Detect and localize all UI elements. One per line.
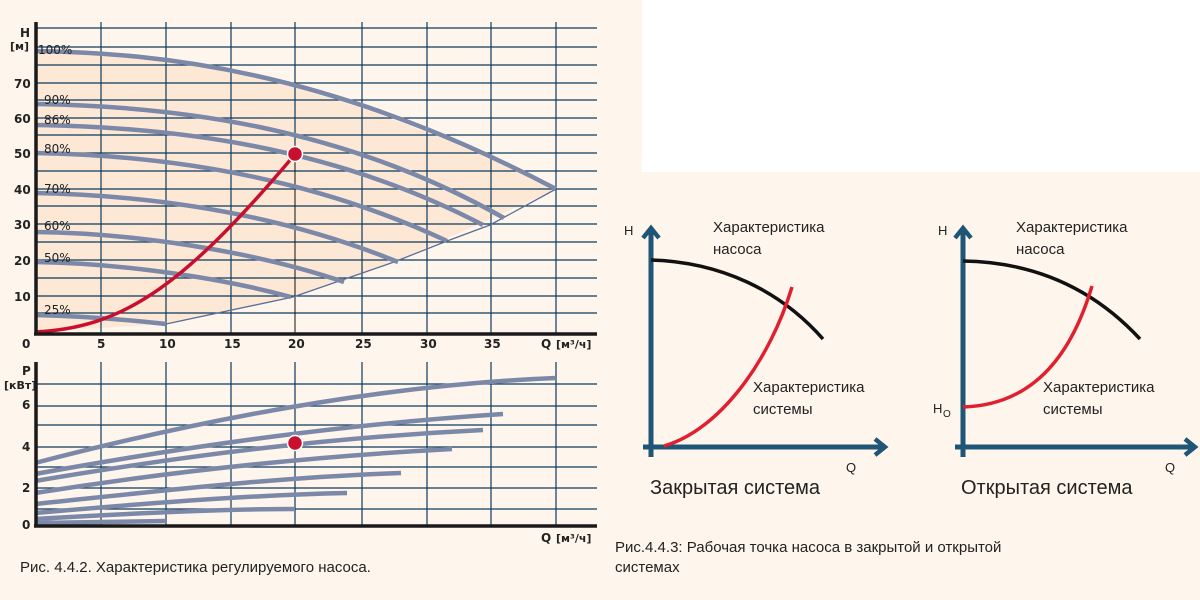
power-curves [34, 375, 557, 526]
y-tick: 50 [14, 147, 31, 161]
open-h0-subscript: O [943, 409, 951, 420]
open-system-label: системы [1043, 401, 1103, 418]
y-tick: 70 [14, 77, 31, 91]
y-tick: 2 [22, 481, 30, 495]
curve-label: 50% [44, 251, 71, 265]
y-tick: 6 [22, 398, 30, 412]
operating-point-top [286, 145, 304, 163]
curve-label: 90% [44, 93, 71, 107]
open-system-curve [962, 285, 1094, 409]
closed-pump-label: насоса [713, 241, 762, 258]
right-caption: Рис.4.4.3: Рабочая точка насоса в закрыт… [615, 538, 1001, 578]
curve-label: 60% [44, 219, 71, 233]
top-y-unit: [м] [10, 40, 29, 53]
curve-label: 70% [44, 182, 71, 196]
closed-q-label: Q [846, 460, 856, 475]
curve-label: 25% [44, 303, 71, 317]
closed-pump-label: Характеристика [713, 219, 825, 236]
pump-curves [34, 48, 558, 327]
curve-80 [34, 150, 448, 244]
curve-label: 100% [38, 43, 72, 57]
open-h0-label: H [933, 401, 942, 416]
left-caption: Рис. 4.4.2. Характеристика регулируемого… [20, 559, 371, 576]
closed-system-curve [663, 286, 794, 448]
open-pump-curve [962, 259, 1142, 341]
curve-90 [34, 101, 506, 220]
right-caption-line2: системах [615, 559, 680, 576]
curve-label: 80% [44, 142, 71, 156]
power-70 [34, 470, 402, 507]
x-tick: 10 [159, 337, 176, 351]
power-100 [34, 375, 557, 466]
pump-characteristic-figure: H [м] 70 60 50 40 30 20 10 0 100% 90% 86… [4, 22, 597, 545]
open-h-label: H [938, 223, 947, 238]
closed-system-label: системы [753, 401, 813, 418]
top-chart-grid [35, 22, 597, 333]
curve-70 [34, 190, 399, 265]
system-curve [34, 157, 293, 334]
x-tick: 35 [484, 337, 501, 351]
power-90 [34, 411, 504, 477]
top-x-label: Q [541, 337, 551, 351]
open-pump-label: насоса [1016, 241, 1065, 258]
open-q-label: Q [1165, 460, 1175, 475]
operating-point-bottom [286, 434, 304, 452]
curve-86 [34, 122, 485, 227]
y-tick: 4 [22, 440, 30, 454]
closed-system-title: Закрытая система [650, 477, 821, 499]
bottom-x-label: Q [541, 531, 551, 545]
open-system-diagram: H H O Q Характеристика насоса Характерис… [933, 219, 1199, 499]
y-tick: 30 [14, 218, 31, 232]
min-boundary-line [165, 188, 557, 325]
blank-panel [642, 0, 1200, 172]
x-tick: 15 [224, 337, 241, 351]
x-tick: 5 [97, 337, 105, 351]
curve-100 [34, 48, 558, 191]
bottom-y-unit: [кВт] [4, 379, 36, 392]
y-tick: 0 [22, 337, 30, 351]
curve-60 [34, 229, 345, 285]
curve-50 [34, 259, 292, 300]
closed-system-diagram: H Q Характеристика насоса Характеристика… [624, 219, 889, 499]
open-system-label: Характеристика [1043, 379, 1155, 396]
power-60 [34, 490, 348, 516]
closed-system-label: Характеристика [753, 379, 865, 396]
x-tick: 30 [420, 337, 437, 351]
top-y-label: H [20, 26, 30, 40]
power-25 [34, 518, 167, 526]
y-tick: 20 [14, 254, 31, 268]
power-50 [34, 506, 296, 522]
open-system-title: Открытая система [961, 477, 1133, 499]
y-tick: 60 [14, 112, 31, 126]
top-x-unit: [м³/ч] [556, 338, 591, 351]
y-tick: 40 [14, 183, 31, 197]
bottom-chart-grid [35, 362, 597, 525]
power-86 [34, 427, 484, 484]
right-caption-line1: Рис.4.4.3: Рабочая точка насоса в закрыт… [615, 539, 1002, 556]
closed-h-label: H [624, 223, 633, 238]
bottom-x-unit: [м³/ч] [556, 532, 591, 545]
y-tick: 10 [14, 290, 31, 304]
curve-label: 86% [44, 113, 71, 127]
x-tick: 25 [355, 337, 372, 351]
bottom-y-label: P [22, 364, 31, 378]
power-80 [34, 446, 453, 496]
y-tick: 0 [22, 518, 30, 532]
closed-pump-curve [650, 258, 825, 341]
open-pump-label: Характеристика [1016, 219, 1128, 236]
x-tick: 20 [288, 337, 305, 351]
